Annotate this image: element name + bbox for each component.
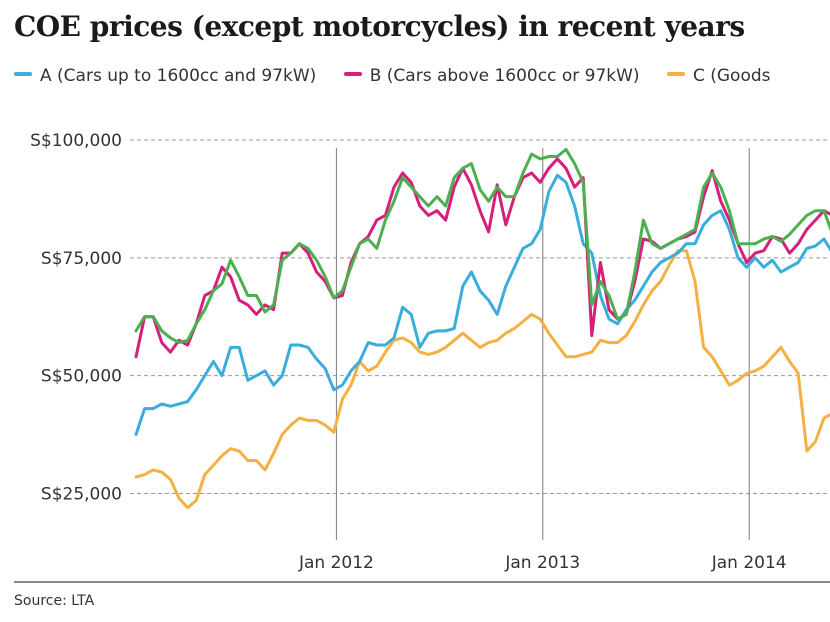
y-tick-label: S$25,000	[41, 484, 122, 504]
legend-item-c: C (Goods	[666, 66, 771, 86]
legend-swatch-b	[343, 72, 362, 76]
x-tick-label: Jan 2014	[711, 553, 787, 573]
source-note: Source: LTA	[14, 593, 95, 609]
y-tick-label: S$50,000	[41, 367, 122, 387]
x-tick-label: Jan 2012	[298, 553, 374, 573]
chart-title: COE prices (except motorcycles) in recen…	[14, 10, 745, 43]
legend-swatch-a	[14, 72, 32, 76]
x-tick-label: Jan 2013	[504, 553, 580, 573]
legend-label-a: A (Cars up to 1600cc and 97kW)	[40, 66, 317, 86]
series-line-3	[134, 147, 830, 345]
series-line-1	[134, 173, 830, 436]
chart-legend: A (Cars up to 1600cc and 97kW) B (Cars a…	[14, 66, 830, 96]
y-tick-label: S$100,000	[30, 131, 122, 151]
series-line-4	[134, 249, 830, 510]
y-tick-label: S$75,000	[41, 249, 122, 269]
legend-label-b: B (Cars above 1600cc or 97kW)	[369, 66, 640, 86]
series-line-2	[134, 157, 830, 359]
legend-label-c: C (Goods	[692, 66, 771, 86]
legend-item-b: B (Cars above 1600cc or 97kW)	[343, 66, 640, 86]
legend-swatch-c	[666, 72, 685, 76]
legend-item-a: A (Cars up to 1600cc and 97kW)	[14, 66, 316, 86]
